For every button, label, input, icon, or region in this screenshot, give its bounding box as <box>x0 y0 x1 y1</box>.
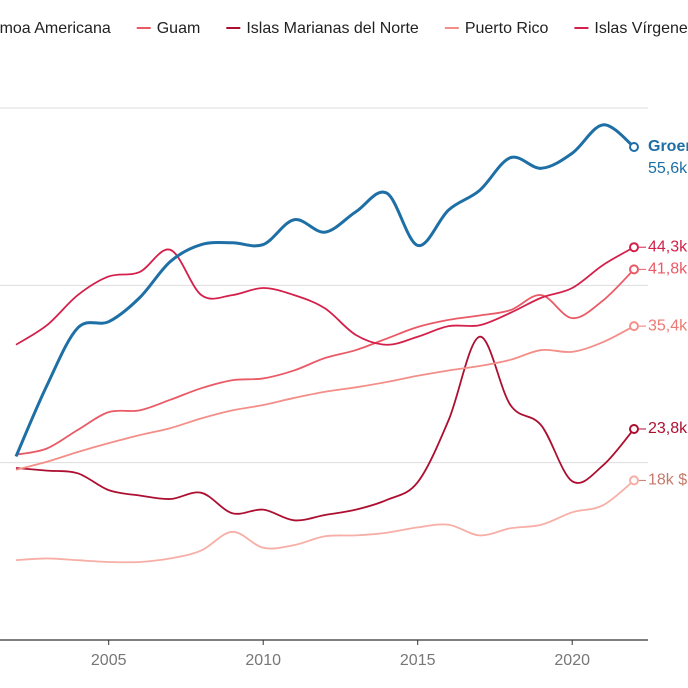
x-tick-label: 2010 <box>245 652 281 669</box>
end-point <box>629 142 639 153</box>
series-line <box>15 268 635 456</box>
value-label: 23,8k $ <box>648 420 688 437</box>
end-point <box>629 475 639 486</box>
series-line <box>15 246 635 346</box>
legend-label: Islas Marianas del Norte <box>246 20 419 37</box>
legend-label: Samoa Americana <box>0 20 111 37</box>
legend-label: Islas Vírgenes <box>594 20 688 37</box>
value-label: 44,3k $ <box>648 238 688 255</box>
x-tick-label: 2015 <box>400 652 436 669</box>
end-point <box>629 264 639 275</box>
end-point <box>629 321 639 332</box>
value-label: 41,8k $ <box>648 261 688 278</box>
x-tick-label: 2005 <box>91 652 127 669</box>
value-label: 55,6k $ <box>648 160 688 177</box>
value-label: 18k $ <box>648 472 687 489</box>
series-line <box>15 479 635 564</box>
series-line <box>14 123 635 458</box>
end-point <box>629 242 639 253</box>
legend-label: Guam <box>157 20 201 37</box>
value-label: 35,4k $ <box>648 317 688 334</box>
x-tick-label: 2020 <box>554 652 590 669</box>
end-point <box>629 423 639 434</box>
series-line <box>15 325 635 471</box>
legend-label: Puerto Rico <box>465 20 549 37</box>
series-label: Groenlandia <box>648 138 688 155</box>
series-line <box>15 335 635 522</box>
